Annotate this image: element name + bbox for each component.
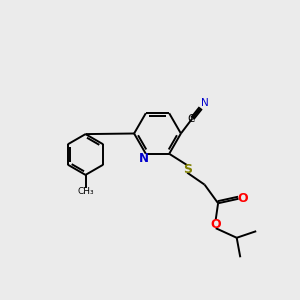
- Text: N: N: [139, 152, 149, 165]
- Text: C: C: [188, 113, 195, 124]
- Text: N: N: [201, 98, 208, 108]
- Text: O: O: [237, 192, 248, 205]
- Text: CH₃: CH₃: [77, 188, 94, 196]
- Text: O: O: [210, 218, 221, 231]
- Text: S: S: [183, 163, 192, 176]
